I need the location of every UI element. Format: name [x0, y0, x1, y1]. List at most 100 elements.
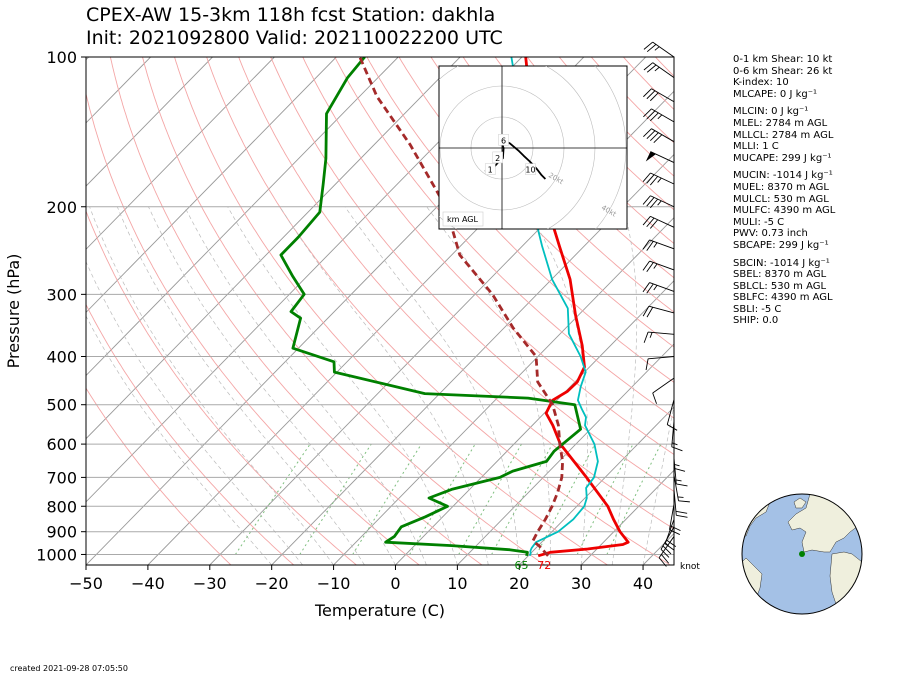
isotherm-line — [518, 406, 674, 565]
barb-flag — [642, 172, 651, 182]
barb-flag — [642, 306, 650, 317]
dry-adiabat-line — [86, 209, 357, 565]
barb-flag — [653, 134, 663, 144]
isotherm-line — [86, 57, 399, 377]
barb-flag — [646, 90, 656, 100]
x-tick-label: 30 — [571, 574, 591, 593]
mixing-ratio-line — [536, 443, 596, 555]
moist-adiabat-line — [89, 206, 334, 565]
index-line: MUCAPE: 299 J kg⁻¹ — [733, 152, 832, 164]
barb-staff — [652, 62, 675, 78]
barb-flag — [646, 262, 654, 273]
barb-flag — [676, 483, 688, 487]
hodograph-height-label: 10 — [525, 166, 535, 175]
wind-barb — [643, 331, 675, 343]
barb-flag — [669, 529, 680, 535]
isotherm-line — [86, 57, 461, 440]
hodograph-height-label: 6 — [501, 136, 506, 145]
mixing-ratio-line — [458, 443, 522, 555]
moist-adiabat-line — [86, 315, 272, 565]
hodograph-height-label: 2 — [495, 154, 500, 163]
dry-adiabat-line — [86, 92, 420, 565]
wind-barb — [642, 195, 675, 209]
wind-barb — [660, 526, 675, 558]
index-line: MLEL: 2784 m AGL — [733, 117, 828, 129]
x-tick-label: −10 — [317, 574, 351, 593]
index-line: MLLCL: 2784 m AGL — [733, 129, 834, 141]
x-tick-label: 20 — [509, 574, 529, 593]
barb-flag — [642, 282, 650, 293]
barb-flag — [643, 331, 649, 343]
barb-flag — [661, 554, 670, 564]
barb-staff — [649, 239, 675, 250]
index-line: SBLCL: 530 m AGL — [733, 280, 827, 292]
barb-staff — [651, 108, 675, 123]
barb-half-flag — [677, 496, 684, 498]
hodograph-label-box — [442, 211, 484, 227]
barb-flag — [673, 467, 686, 472]
barb-flag — [646, 110, 656, 120]
x-tick-label: −20 — [255, 574, 289, 593]
barb-units-label: knot — [680, 562, 700, 572]
moist-adiabat-line — [86, 260, 303, 565]
barb-flag — [649, 92, 659, 102]
wind-barb — [643, 62, 675, 78]
index-line: SBLFC: 4390 m AGL — [733, 292, 833, 304]
barb-flag — [646, 283, 654, 294]
wind-barb — [643, 108, 675, 123]
index-line: PWV: 0.73 inch — [733, 228, 808, 240]
barb-flag — [649, 112, 659, 122]
barb-flag — [676, 514, 688, 518]
barb-staff — [649, 260, 675, 271]
barb-half-flag — [657, 177, 662, 183]
isotherm-line — [86, 57, 275, 250]
x-tick-label: 40 — [633, 574, 653, 593]
mixing-ratio-line — [491, 443, 553, 555]
barb-flag — [678, 500, 690, 503]
wind-barb — [642, 260, 675, 273]
mixing-ratio-line — [352, 443, 422, 555]
barb-flag — [646, 44, 657, 53]
x-tick-label: −40 — [131, 574, 165, 593]
wind-barb — [643, 88, 675, 103]
barb-staff — [651, 128, 675, 143]
barb-staff — [650, 172, 675, 185]
index-line: MULI: -5 C — [733, 216, 785, 228]
barb-flag — [649, 198, 659, 209]
dry-adiabat-line — [270, 57, 674, 492]
dry-adiabat-line — [334, 57, 674, 419]
barb-flag — [646, 130, 656, 140]
y-tick-label: 1000 — [36, 545, 77, 564]
moist-adiabat-line — [184, 206, 427, 565]
barb-staff — [666, 399, 675, 425]
x-tick-label: 0 — [390, 574, 400, 593]
barb-flag — [671, 446, 683, 452]
wind-barb — [642, 172, 675, 186]
dry-adiabat-line — [302, 57, 674, 456]
barb-staff — [650, 195, 675, 208]
barb-flag — [667, 424, 678, 431]
barb-flag — [652, 392, 657, 404]
moist-adiabats — [86, 206, 674, 565]
isotherm-line — [395, 280, 674, 565]
indices-panel: 0-1 km Shear: 10 kt 0-6 km Shear: 26 kt K-… — [733, 54, 835, 327]
y-tick-label: 500 — [46, 396, 77, 415]
hodograph-units-label: km AGL — [447, 215, 479, 224]
barb-flag — [660, 549, 670, 558]
mixing-ratio-line — [234, 443, 311, 555]
dry-adiabat-line — [238, 57, 674, 530]
isotherm-line — [271, 153, 674, 565]
wind-barb — [645, 356, 675, 371]
barb-half-flag — [654, 66, 660, 72]
moist-adiabat-line — [116, 206, 365, 565]
axes: −50 −40 −30 −20 −10 0 10 20 30 40 100 200 300 400 500 6… — [36, 48, 653, 593]
moist-adiabat-line — [227, 206, 458, 565]
barb-flag — [643, 128, 652, 138]
barb-flag — [664, 543, 675, 551]
barb-flag — [643, 62, 653, 71]
isotherm-line — [86, 57, 337, 314]
barb-flag — [669, 525, 681, 532]
x-axis-label: Temperature (C) — [314, 601, 445, 620]
wind-barb — [666, 399, 678, 431]
